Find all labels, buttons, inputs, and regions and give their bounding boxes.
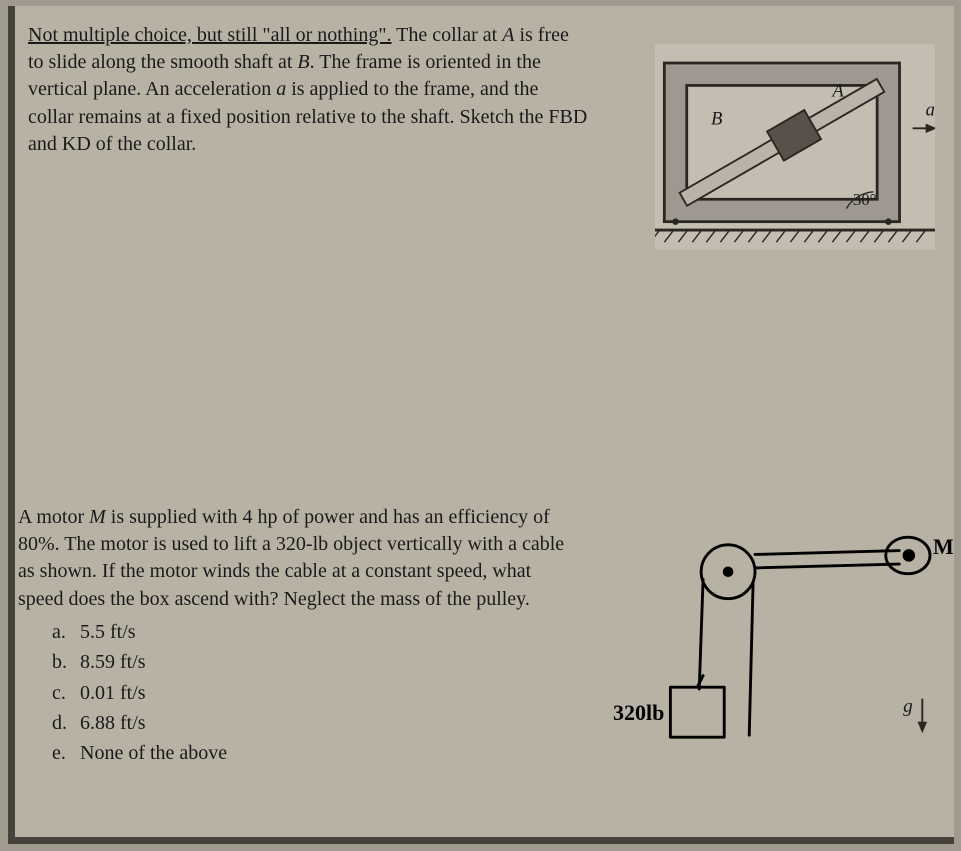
figure-2-motor-sketch: g <box>655 516 955 766</box>
annotation-M: M <box>933 534 954 560</box>
problem-2-text: A motor M is supplied with 4 hp of power… <box>18 504 578 769</box>
svg-text:g: g <box>903 696 913 717</box>
problem-1-intro: Not multiple choice, but still "all or n… <box>28 24 392 46</box>
figure-1-frame-diagram: 30° g B A a <box>655 42 935 252</box>
annotation-320lb: 320lb <box>613 700 664 726</box>
choice-c: c. 0.01 ft/s <box>52 678 578 708</box>
choice-d: d. 6.88 ft/s <box>52 708 578 738</box>
choice-a: a. 5.5 ft/s <box>52 617 578 647</box>
figure-1-angle-label: 30° <box>853 190 877 209</box>
problem-1-text: Not multiple choice, but still "all or n… <box>28 22 588 158</box>
problem-2-choices: a. 5.5 ft/s b. 8.59 ft/s c. 0.01 ft/s d.… <box>18 617 578 769</box>
choice-b: b. 8.59 ft/s <box>52 647 578 677</box>
gravity-arrow-2-icon: g <box>903 696 927 733</box>
figure-1-a-label: a <box>926 99 935 120</box>
figure-1-A-label: A <box>830 81 844 102</box>
figure-1-B-label: B <box>711 109 722 130</box>
choice-e: e. None of the above <box>52 738 578 768</box>
